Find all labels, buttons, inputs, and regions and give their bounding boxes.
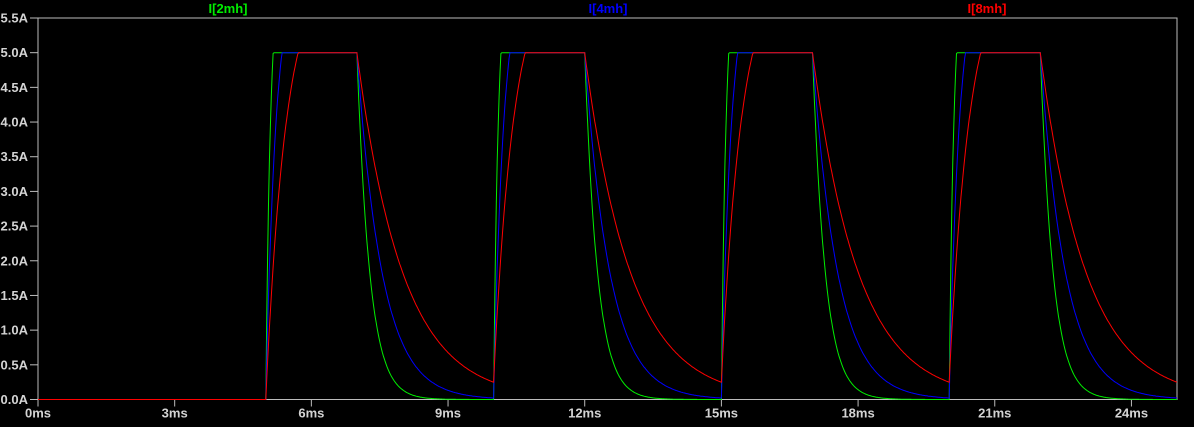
y-tick-label: 1.0A: [1, 323, 29, 338]
x-tick-label: 18ms: [841, 406, 874, 421]
y-tick-label: 0.0A: [1, 392, 29, 407]
x-tick-label: 24ms: [1115, 406, 1148, 421]
legend-label-i-2mh[interactable]: I[2mh]: [208, 1, 248, 16]
y-tick-label: 2.0A: [1, 253, 29, 268]
x-tick-label: 3ms: [162, 406, 188, 421]
y-tick-label: 1.5A: [1, 288, 29, 303]
y-tick-label: 5.5A: [1, 11, 29, 26]
legend-label-i-4mh[interactable]: I[4mh]: [588, 1, 628, 16]
y-tick-label: 2.5A: [1, 219, 29, 234]
trace-i-8mh[interactable]: [38, 52, 1178, 400]
trace-i-4mh[interactable]: [38, 52, 1177, 400]
x-tick-label: 0ms: [25, 406, 51, 421]
y-tick-label: 0.5A: [1, 357, 29, 372]
plot-border: [37, 17, 1178, 400]
x-tick-label: 6ms: [298, 406, 324, 421]
trace-i-2mh[interactable]: [38, 52, 1177, 400]
x-tick-label: 21ms: [978, 406, 1011, 421]
y-tick-label: 4.5A: [1, 80, 29, 95]
y-tick-label: 5.0A: [1, 45, 29, 60]
y-tick-label: 4.0A: [1, 115, 29, 130]
y-tick-label: 3.0A: [1, 184, 29, 199]
x-tick-label: 12ms: [568, 406, 601, 421]
x-tick-label: 15ms: [705, 406, 738, 421]
y-tick-label: 3.5A: [1, 149, 29, 164]
x-tick-label: 9ms: [435, 406, 461, 421]
legend-label-i-8mh[interactable]: I[8mh]: [967, 1, 1007, 16]
